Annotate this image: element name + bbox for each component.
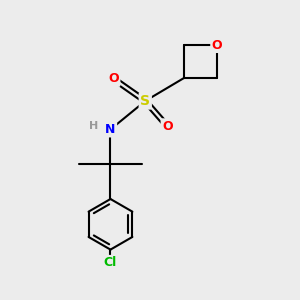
Text: O: O: [108, 72, 119, 86]
Text: S: S: [140, 94, 150, 108]
Text: O: O: [212, 38, 222, 52]
Text: O: O: [162, 120, 173, 133]
Text: H: H: [89, 121, 99, 131]
Text: N: N: [105, 123, 116, 136]
Text: Cl: Cl: [104, 256, 117, 269]
